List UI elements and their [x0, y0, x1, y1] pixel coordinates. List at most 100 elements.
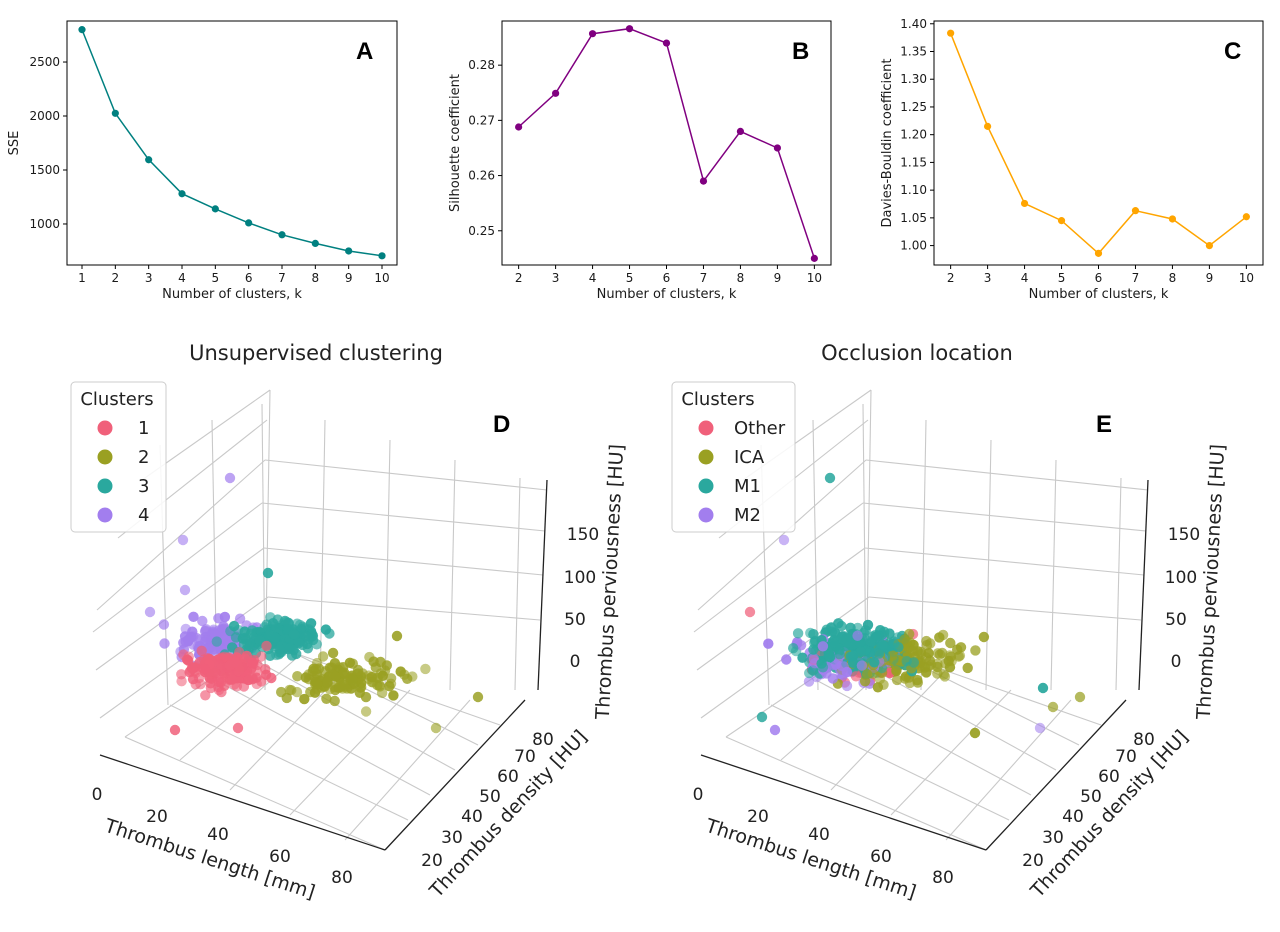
x-tick-label: 60 — [269, 847, 291, 867]
scatter-point — [261, 640, 272, 652]
x-tick-label: 4 — [1021, 271, 1029, 285]
x-tick-label: 6 — [1095, 271, 1103, 285]
scatter-point — [824, 651, 836, 663]
scatter-point — [292, 618, 303, 629]
grid-line — [815, 679, 1032, 796]
legend-label: M1 — [734, 476, 761, 497]
panel-b-silhouette-chart: 2 3 4 5 6 7 8 9 10 0.25 0.26 0.27 0.28 Number of clus… — [448, 20, 832, 302]
scatter-point — [869, 657, 880, 668]
z-tick-label: 50 — [1165, 610, 1187, 630]
x-tick-label: 4 — [178, 271, 186, 285]
y-tick-label: 0.27 — [468, 113, 495, 127]
grid-line — [267, 596, 541, 621]
axis-line — [985, 699, 1127, 851]
z-tick-label: 0 — [1171, 652, 1182, 672]
scatter-point — [978, 631, 990, 643]
panel-c-letter: C — [1224, 38, 1241, 65]
x-tick-label: 5 — [626, 271, 634, 285]
scatter-point — [300, 630, 312, 642]
z-tick-label: 50 — [564, 610, 586, 630]
scatter-point — [195, 679, 206, 690]
panel-b-letter: B — [792, 38, 809, 65]
scatter-point — [219, 651, 230, 663]
scatter-point — [391, 630, 403, 642]
scatter-point — [224, 472, 236, 484]
legend-marker — [97, 449, 113, 465]
scatter-point — [1034, 722, 1046, 734]
z-tick-label: 150 — [1168, 525, 1200, 545]
y-tick-label: 1.15 — [900, 155, 927, 169]
y-tick-label: 70 — [514, 747, 536, 767]
grid-line — [514, 477, 521, 691]
grid-line — [696, 547, 866, 671]
x-tick-label: 3 — [552, 271, 560, 285]
scatter-point — [399, 669, 410, 680]
scatter-point — [870, 629, 881, 641]
y-axis-label: SSE — [7, 131, 22, 156]
data-point — [311, 239, 319, 248]
x-tick-label: 60 — [870, 847, 892, 867]
scatter-point — [360, 706, 372, 717]
axis-line — [384, 699, 526, 851]
scatter-point — [1074, 691, 1086, 703]
y-tick-label: 1.30 — [900, 72, 927, 86]
data-point — [1131, 207, 1140, 215]
scatter-point — [183, 655, 194, 666]
legend-marker — [698, 478, 714, 494]
scatter-point — [816, 658, 827, 669]
scatter-point — [861, 668, 873, 680]
y-axis-label: Thrombus density [HU] — [1026, 726, 1193, 903]
scatter-point — [245, 628, 257, 639]
scatter-point — [824, 472, 836, 484]
data-point — [1094, 249, 1103, 257]
scatter-point — [228, 620, 240, 632]
scatter-point — [899, 673, 911, 684]
x-tick-label: 9 — [345, 271, 353, 285]
scatter-point — [327, 647, 339, 659]
y-tick-label: 1.25 — [900, 100, 927, 114]
scatter-point — [347, 674, 358, 686]
scatter-point — [955, 642, 967, 653]
scatter-point — [841, 680, 853, 692]
data-point — [178, 190, 186, 198]
grid-line — [449, 459, 456, 691]
y-tick-label: 50 — [479, 787, 501, 807]
grid-line — [344, 699, 471, 841]
scatter-point — [803, 676, 815, 687]
y-tick-label: 0.28 — [468, 58, 495, 72]
scatter-point — [744, 606, 756, 618]
data-point — [588, 30, 597, 38]
x-tick-label: 5 — [212, 271, 220, 285]
scatter-point — [169, 724, 181, 736]
legend-box — [70, 381, 167, 533]
scatter-point — [329, 695, 340, 707]
data-point — [1205, 241, 1213, 250]
legend-label: 4 — [138, 505, 149, 526]
scatter-point — [179, 584, 191, 596]
scatter-point — [238, 681, 250, 692]
scatter-point — [817, 641, 829, 652]
scatter-point — [828, 635, 840, 646]
x-tick-label: 6 — [663, 271, 671, 285]
scatter-point — [845, 651, 857, 662]
scatter-point — [841, 633, 852, 644]
scatter-point — [374, 680, 385, 691]
scatter-point — [260, 664, 271, 675]
x-tick-label: 10 — [807, 271, 822, 285]
data-point — [145, 156, 153, 164]
legend-marker — [97, 478, 113, 494]
scatter-point — [309, 687, 321, 698]
x-tick-label: 5 — [1058, 271, 1066, 285]
x-tick-label: 20 — [747, 807, 769, 827]
scatter-point — [317, 651, 329, 662]
panel-a-letter: A — [356, 38, 373, 65]
series-line — [949, 32, 1247, 255]
x-tick-label: 8 — [1169, 271, 1177, 285]
plot-frame — [66, 20, 398, 266]
x-tick-label: 1 — [78, 271, 86, 285]
panel-d-3d-scatter: 02040608020304050607080050100150Thrombus… — [70, 381, 628, 904]
x-tick-label: 4 — [589, 271, 597, 285]
panel-a-sse-chart: 1 2 3 4 5 6 7 8 9 10 1000 1500 2000 2500 Number of clu… — [7, 20, 398, 302]
y-tick-label: 30 — [1042, 828, 1064, 848]
data-point — [552, 89, 560, 97]
